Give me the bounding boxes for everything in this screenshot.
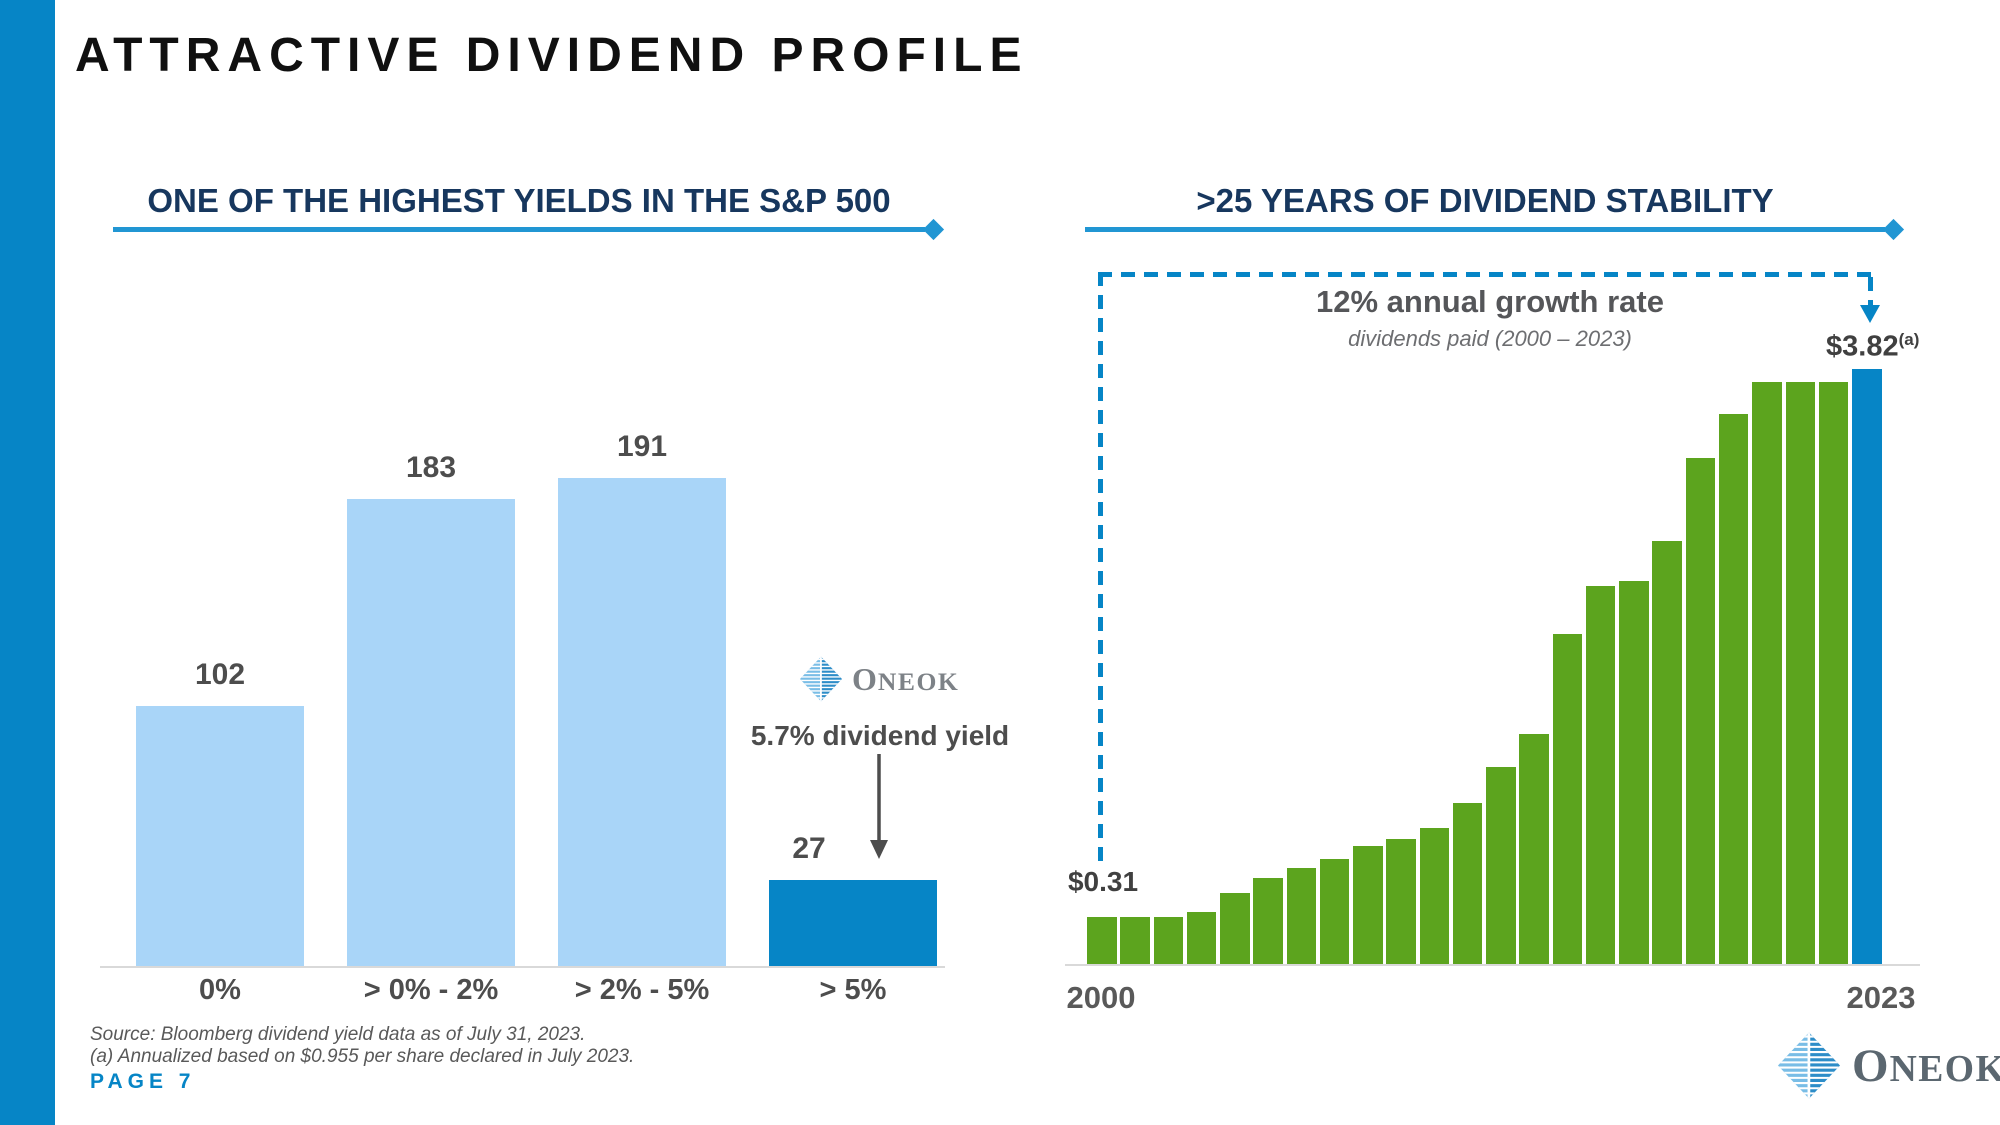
dividend-bar-2007 xyxy=(1319,859,1350,965)
dividend-bar-2006 xyxy=(1286,868,1317,965)
bar-value-label: 183 xyxy=(405,451,457,484)
dividend-bar-2008 xyxy=(1353,846,1383,965)
dividend-history-chart xyxy=(1087,365,1887,965)
oneok-logo-text: ONEOK xyxy=(1852,1039,2000,1092)
yield-bucket-bar xyxy=(136,706,304,967)
yield-bucket-bar xyxy=(347,499,515,967)
bar-value-label: 191 xyxy=(616,430,668,463)
yield-distribution-chart: 102 183 191 27 xyxy=(136,367,938,967)
yield-bucket-bar xyxy=(769,880,937,967)
dividend-bar-2020 xyxy=(1752,382,1782,965)
oneok-logo-inline: ONEOK xyxy=(800,656,959,702)
oneok-diamond-icon xyxy=(1778,1032,1840,1099)
growth-bracket-arrow-icon xyxy=(1860,305,1880,323)
x-axis-category-label: 0% xyxy=(199,974,241,1006)
left-heading-underline xyxy=(113,218,945,241)
growth-bracket-left-line xyxy=(1098,272,1103,862)
right-panel-heading: >25 YEARS OF DIVIDEND STABILITY xyxy=(1196,182,1774,219)
dividend-bar-2012 xyxy=(1486,767,1516,965)
x-tick-end: 2023 xyxy=(1846,980,1916,1015)
page-number: PAGE 7 xyxy=(90,1070,196,1093)
dividend-bar-2001 xyxy=(1120,917,1150,965)
dividend-bar-2003 xyxy=(1186,912,1217,965)
annualized-footnote: (a) Annualized based on $0.955 per share… xyxy=(90,1046,635,1067)
x-tick-start: 2000 xyxy=(1066,980,1136,1015)
dividend-bar-2005 xyxy=(1253,878,1283,965)
x-axis-category-label: > 2% - 5% xyxy=(574,974,710,1006)
bar-value-label: 27 xyxy=(792,832,826,865)
dividend-bar-2002 xyxy=(1153,917,1183,965)
bar-value-label: 102 xyxy=(194,658,246,691)
right-heading-underline xyxy=(1085,218,1905,241)
dividend-bar-2023 xyxy=(1852,369,1882,965)
dividend-bar-2019 xyxy=(1718,414,1749,965)
dividend-bar-2017 xyxy=(1652,541,1682,965)
growth-bracket-right-line xyxy=(1868,277,1873,305)
right-chart-axis-line xyxy=(1065,964,1920,966)
slide-title: ATTRACTIVE DIVIDEND PROFILE xyxy=(75,29,1029,82)
growth-rate-subtitle: dividends paid (2000 – 2023) xyxy=(1348,326,1632,351)
footnote-marker: (a) xyxy=(1898,330,1920,349)
dividend-bar-2022 xyxy=(1818,382,1849,965)
underline-diamond-icon xyxy=(1882,218,1905,241)
down-arrow-icon xyxy=(870,754,888,859)
left-chart-x-labels: 0% > 0% - 2% > 2% - 5% > 5% xyxy=(136,974,938,1014)
end-dividend-label: $3.82(a) xyxy=(1826,330,1920,363)
dividend-bar-2000 xyxy=(1087,917,1117,965)
dividend-bar-2004 xyxy=(1220,893,1250,965)
oneok-logo-text: ONEOK xyxy=(852,660,960,697)
x-axis-category-label: > 5% xyxy=(819,974,887,1006)
left-chart-axis-line xyxy=(100,966,945,968)
dividend-bar-2013 xyxy=(1519,734,1549,965)
start-dividend-label: $0.31 xyxy=(1067,866,1139,897)
dividend-bar-2018 xyxy=(1685,458,1716,965)
yield-bucket-bar xyxy=(558,478,726,967)
dividend-yield-callout: 5.7% dividend yield xyxy=(750,720,1010,751)
left-edge-accent-bar xyxy=(0,0,55,1125)
dividend-bar-2015 xyxy=(1585,586,1616,965)
growth-rate-title: 12% annual growth rate xyxy=(1316,284,1664,319)
underline-diamond-icon xyxy=(922,218,945,241)
oneok-logo-footer: ONEOK xyxy=(1778,1032,2000,1099)
dividend-bar-2021 xyxy=(1785,382,1815,965)
dividend-bar-2014 xyxy=(1552,634,1583,965)
x-axis-category-label: > 0% - 2% xyxy=(363,974,499,1006)
dividend-bar-2011 xyxy=(1452,803,1483,965)
left-panel-heading: ONE OF THE HIGHEST YIELDS IN THE S&P 500 xyxy=(147,182,891,219)
dividend-bar-2016 xyxy=(1619,581,1649,965)
oneok-diamond-icon xyxy=(800,656,842,702)
dividend-bar-2010 xyxy=(1419,828,1450,965)
source-footnote: Source: Bloomberg dividend yield data as… xyxy=(90,1024,586,1045)
dividend-bar-2009 xyxy=(1386,839,1416,965)
growth-bracket-top-line xyxy=(1098,272,1875,277)
